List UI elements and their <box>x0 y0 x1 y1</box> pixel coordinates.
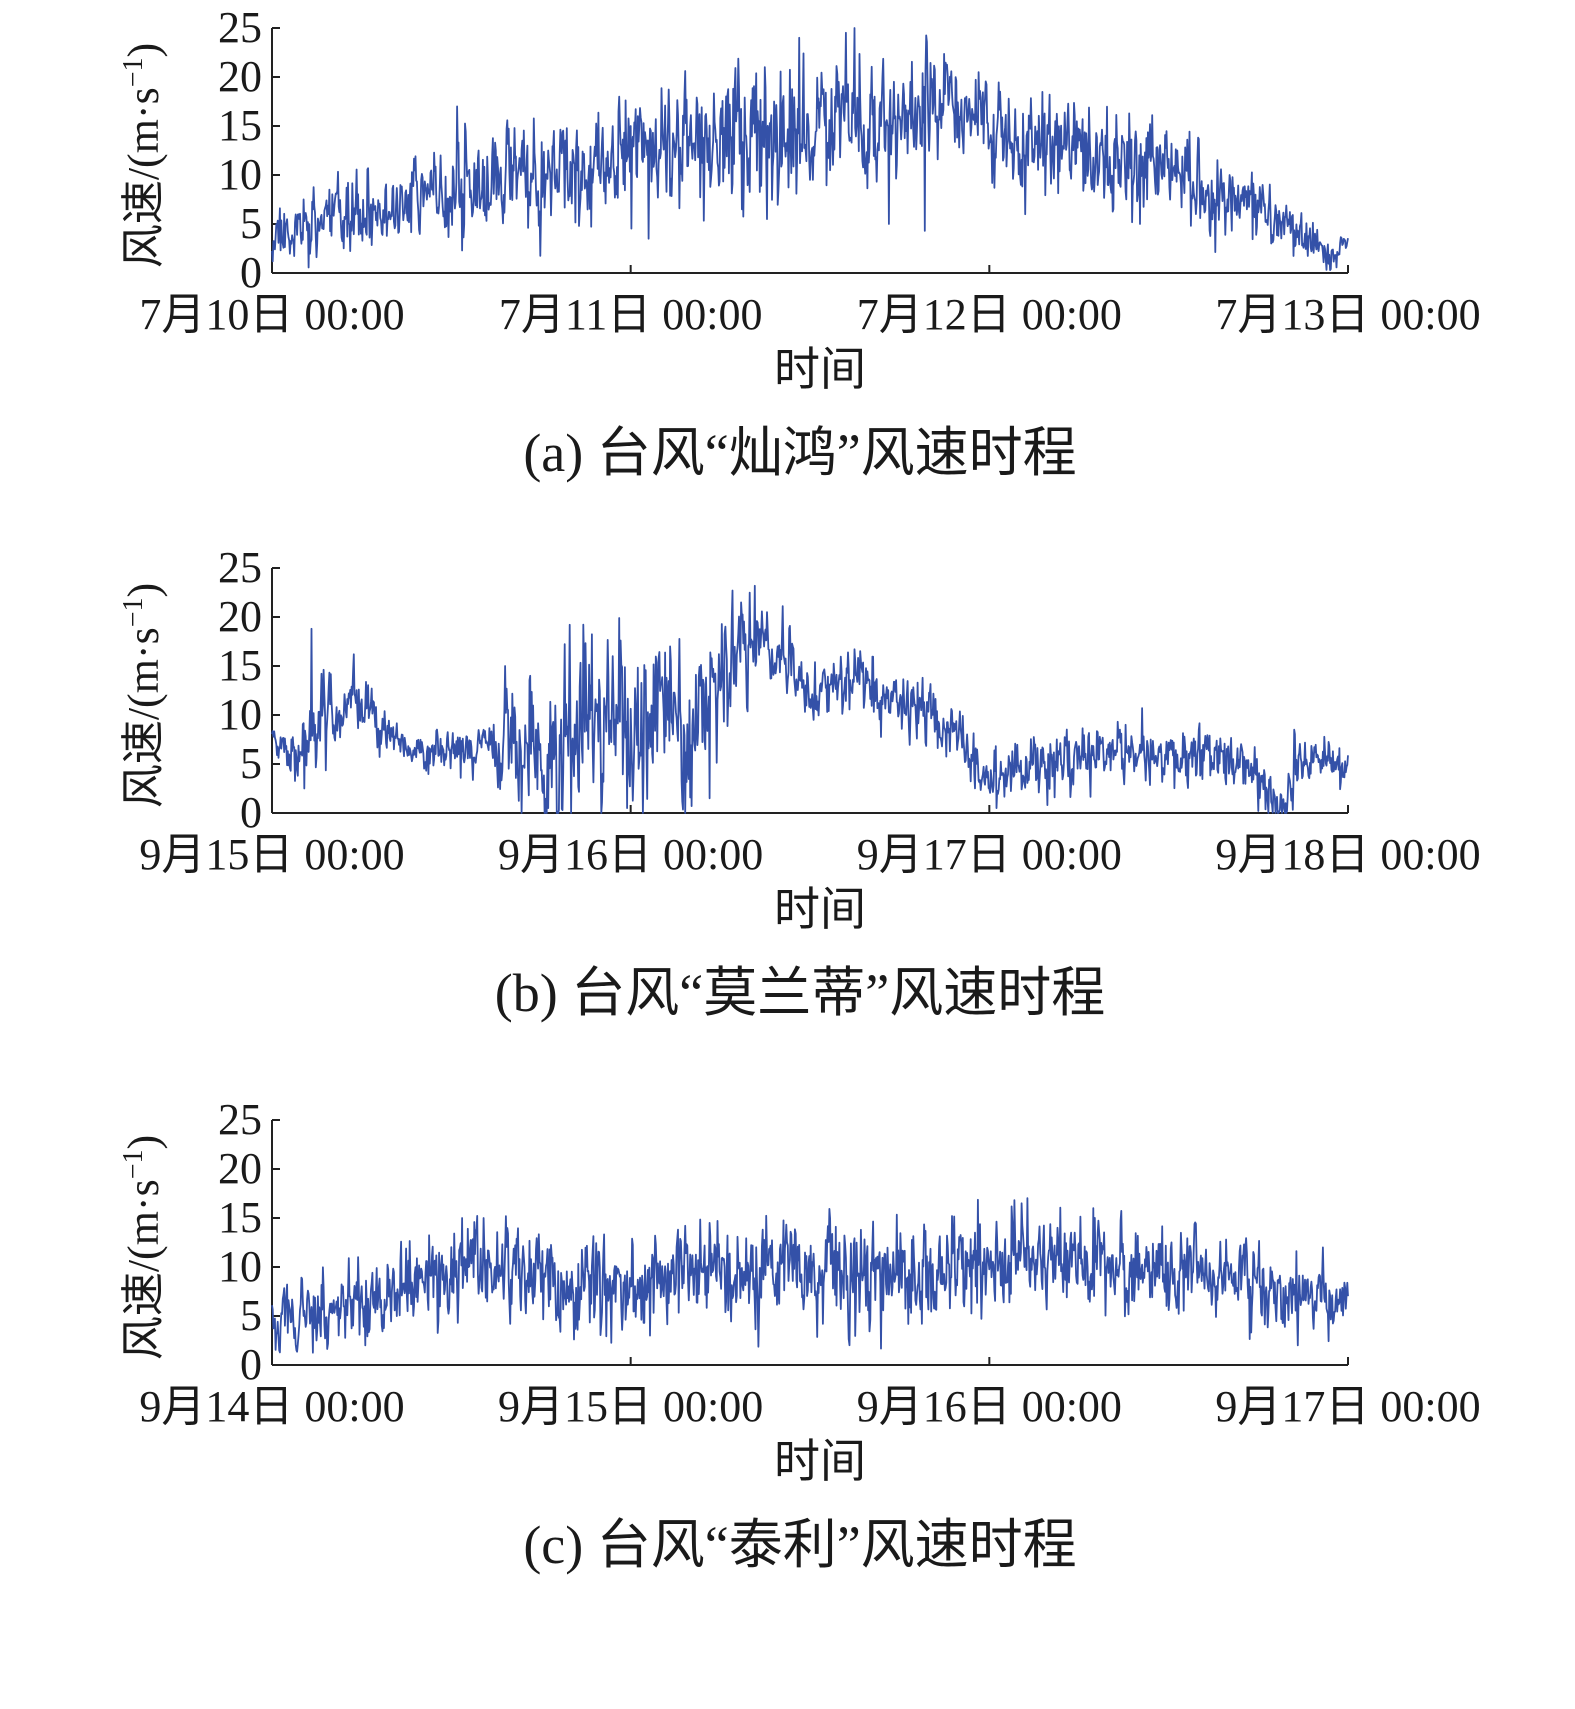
y-tick-label: 25 <box>218 543 262 592</box>
y-tick-label: 5 <box>240 1291 262 1340</box>
y-tick-label: 10 <box>218 150 262 199</box>
wind-speed-series-line <box>271 1197 1349 1354</box>
y-tick-label: 25 <box>218 1095 262 1144</box>
y-tick-label: 20 <box>218 592 262 641</box>
chart-caption: (a) 台风“灿鸿”风速时程 <box>523 423 1076 483</box>
x-tick-label: 9月18日 00:00 <box>1215 830 1480 879</box>
wind-speed-series-line <box>271 584 1349 814</box>
x-tick-label: 9月17日 00:00 <box>857 830 1122 879</box>
y-tick-label: 20 <box>218 1144 262 1193</box>
x-tick-label: 7月13日 00:00 <box>1215 290 1480 339</box>
y-tick-label: 15 <box>218 1193 262 1242</box>
chart-caption: (c) 台风“泰利”风速时程 <box>523 1515 1076 1575</box>
y-tick-label: 15 <box>218 101 262 150</box>
y-tick-label: 5 <box>240 199 262 248</box>
x-axis-label: 时间 <box>774 344 866 395</box>
y-tick-label: 25 <box>218 3 262 52</box>
y-tick-label: 10 <box>218 690 262 739</box>
x-tick-label: 9月17日 00:00 <box>1215 1382 1480 1431</box>
x-tick-label: 7月12日 00:00 <box>857 290 1122 339</box>
wind-speed-series-line <box>271 27 1349 271</box>
y-axis-label: 风速/(m·s−1) <box>118 583 168 808</box>
y-axis-label: 风速/(m·s−1) <box>118 1135 168 1360</box>
x-tick-label: 9月15日 00:00 <box>139 830 404 879</box>
y-tick-label: 10 <box>218 1242 262 1291</box>
y-tick-label: 0 <box>240 1340 262 1389</box>
y-tick-label: 20 <box>218 52 262 101</box>
x-tick-label: 9月15日 00:00 <box>498 1382 763 1431</box>
x-tick-label: 9月14日 00:00 <box>139 1382 404 1431</box>
x-tick-label: 7月11日 00:00 <box>499 290 763 339</box>
y-tick-label: 5 <box>240 739 262 788</box>
y-tick-label: 0 <box>240 788 262 837</box>
x-axis-label: 时间 <box>774 884 866 935</box>
x-tick-label: 9月16日 00:00 <box>498 830 763 879</box>
chart-caption: (b) 台风“莫兰蒂”风速时程 <box>495 963 1105 1023</box>
x-tick-label: 9月16日 00:00 <box>857 1382 1122 1431</box>
x-tick-label: 7月10日 00:00 <box>139 290 404 339</box>
y-axis-label: 风速/(m·s−1) <box>118 43 168 268</box>
y-tick-label: 0 <box>240 248 262 297</box>
x-axis-label: 时间 <box>774 1436 866 1487</box>
y-tick-label: 15 <box>218 641 262 690</box>
